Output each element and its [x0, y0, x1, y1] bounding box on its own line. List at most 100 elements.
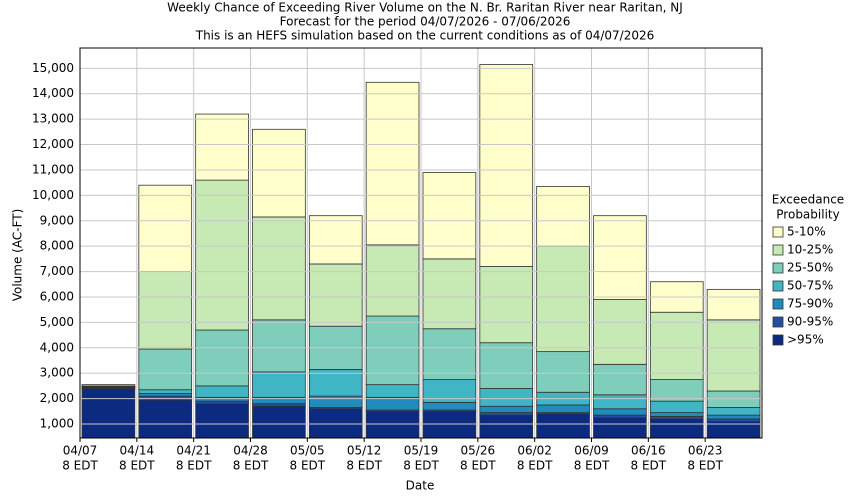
bar-segment: [706, 390, 761, 408]
x-tick-label: 04/14: [120, 444, 155, 458]
legend-label: 5-10%: [787, 225, 826, 239]
bar-segment: [252, 319, 306, 373]
bar-segment: [308, 408, 363, 438]
bar-segment: [308, 215, 363, 265]
bar-segment: [138, 399, 193, 438]
bar-segment: [365, 384, 420, 398]
bar-segment: [536, 404, 590, 413]
bar-segment: [195, 329, 249, 387]
legend-swatch: [772, 316, 784, 328]
bar-segment: [252, 371, 306, 398]
bar-segment: [81, 384, 136, 387]
chart-title: Weekly Chance of Exceeding River Volume …: [167, 1, 683, 15]
x-tick-sublabel: 8 EDT: [517, 459, 553, 473]
x-tick-sublabel: 8 EDT: [62, 459, 98, 473]
bar-segment: [479, 388, 534, 407]
bar-segment: [365, 396, 420, 411]
legend-label: 25-50%: [787, 261, 833, 275]
bar-segment: [422, 172, 477, 260]
bar-segment: [195, 113, 249, 181]
x-tick-sublabel: 8 EDT: [574, 459, 610, 473]
x-tick-label: 04/28: [233, 444, 268, 458]
legend-label: >95%: [787, 333, 824, 347]
x-tick-sublabel: 8 EDT: [460, 459, 496, 473]
x-tick-sublabel: 8 EDT: [176, 459, 212, 473]
bar-segment: [138, 271, 193, 350]
x-tick-sublabel: 8 EDT: [119, 459, 155, 473]
y-axis-label: Volume (AC-FT): [11, 209, 25, 302]
y-tick-label: 7,000: [40, 264, 74, 278]
y-tick-label: 14,000: [32, 86, 74, 100]
bar-segment: [138, 395, 193, 401]
y-tick-label: 2,000: [40, 391, 74, 405]
x-tick-label: 06/16: [631, 444, 666, 458]
x-tick-sublabel: 8 EDT: [631, 459, 667, 473]
bar-segment: [252, 216, 306, 321]
legend-title: Exceedance: [772, 193, 844, 207]
legend-label: 90-95%: [787, 315, 833, 329]
y-tick-label: 1,000: [40, 417, 74, 431]
bar-segment: [138, 389, 193, 394]
bar-segment: [479, 64, 534, 267]
bar-segment: [649, 379, 704, 402]
bar-segment: [479, 342, 534, 389]
bar-segment: [195, 385, 249, 398]
bar-segment: [138, 184, 193, 272]
bar-segment: [706, 288, 761, 321]
bar-segment: [649, 311, 704, 380]
x-axis-label: Date: [406, 479, 435, 493]
y-tick-label: 9,000: [40, 213, 74, 227]
x-tick-label: 04/21: [176, 444, 211, 458]
y-tick-label: 15,000: [32, 61, 74, 75]
plot-border: [79, 47, 763, 439]
bar-segment: [706, 407, 761, 416]
bar-segment: [252, 128, 306, 218]
y-tick-label: 8,000: [40, 239, 74, 253]
x-tick-label: 06/02: [517, 444, 552, 458]
x-tick-sublabel: 8 EDT: [290, 459, 326, 473]
legend-swatch: [772, 280, 784, 292]
bar-segment: [649, 400, 704, 413]
x-tick-label: 05/19: [404, 444, 439, 458]
bar-segment: [365, 315, 420, 386]
legend-swatch: [772, 298, 784, 310]
bar-segment: [536, 351, 590, 393]
y-tick-label: 5,000: [40, 315, 74, 329]
x-tick-label: 06/23: [688, 444, 723, 458]
x-tick-label: 04/07: [63, 444, 98, 458]
x-tick-label: 05/05: [290, 444, 325, 458]
y-tick-label: 4,000: [40, 340, 74, 354]
bar-segment: [252, 405, 306, 438]
bar-segment: [195, 396, 249, 402]
legend-swatch: [772, 226, 784, 238]
bar-segment: [422, 258, 477, 330]
legend-label: 10-25%: [787, 243, 833, 257]
y-tick-label: 10,000: [32, 188, 74, 202]
bar-segment: [593, 363, 647, 396]
plot-area: [81, 64, 761, 438]
y-tick-label: 6,000: [40, 289, 74, 303]
x-tick-sublabel: 8 EDT: [403, 459, 439, 473]
legend-swatch: [772, 244, 784, 256]
legend-swatch: [772, 262, 784, 274]
legend-label: 75-90%: [787, 297, 833, 311]
bar-segment: [649, 412, 704, 417]
bar-segment: [195, 403, 249, 438]
bar-segment: [308, 263, 363, 327]
bar-segment: [593, 215, 647, 300]
legend-label: 50-75%: [787, 279, 833, 293]
y-tick-label: 11,000: [32, 162, 74, 176]
bar-segment: [308, 369, 363, 397]
bar-segment: [195, 179, 249, 331]
bar-segment: [365, 244, 420, 317]
x-tick-sublabel: 8 EDT: [687, 459, 723, 473]
bar-segment: [365, 81, 420, 246]
bar-segment: [706, 414, 761, 420]
y-tick-label: 3,000: [40, 366, 74, 380]
bar-segment: [706, 319, 761, 392]
bar-segment: [536, 245, 590, 353]
bar-segment: [81, 388, 136, 438]
legend-title: Probability: [776, 208, 839, 222]
bar-segment: [593, 299, 647, 365]
